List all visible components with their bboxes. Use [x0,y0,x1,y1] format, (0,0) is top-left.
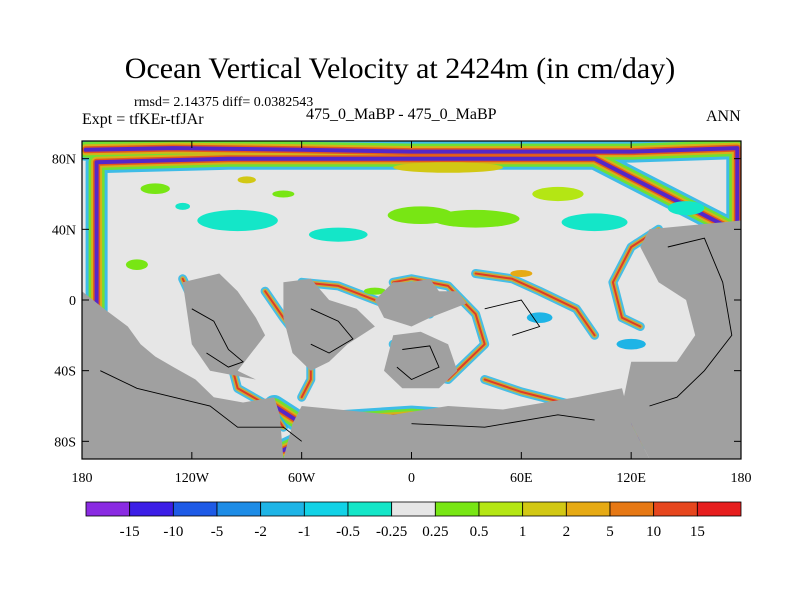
anomaly-patch [308,227,368,242]
land-mass [374,278,467,327]
x-tick-label: 120E [616,471,646,486]
anomaly-patch [197,209,278,232]
colorbar-label: -5 [211,524,224,540]
y-axis: 80N 40N 0 40S 80S [52,153,741,450]
coastline [310,308,354,354]
anomaly-patch [561,213,628,232]
x-axis: 180 120W 60W 0 60E 120E 180 [72,141,752,486]
anomaly-patch [616,338,646,350]
colorbar-label: 10 [646,524,661,540]
colorbar-label: 1 [519,524,527,540]
coastline [411,414,595,428]
colorbar-label: 0.5 [470,524,489,540]
colorbar-swatch [565,501,611,517]
land-mass [82,291,284,459]
y-tick-label: 80N [52,153,76,168]
coastline [100,370,302,442]
anomaly-patch [125,259,148,270]
colorbar-swatch [522,501,567,517]
land-mass [622,220,741,459]
x-tick-label: 60W [288,471,316,486]
coastline [649,237,733,407]
colorbar-swatch [172,501,218,517]
colorbar: -15 -10 -5 -2 -1 -0.5 -0.25 0.25 0.5 1 2 5 10 15 [85,501,742,540]
x-tick-label: 60E [510,471,533,486]
anomaly-band [474,272,596,337]
anomaly-band [611,228,660,328]
anomaly-patch [393,162,504,173]
colorbar-label: 0.25 [422,524,448,540]
season-annotation: ANN [706,108,741,125]
colorbar-swatch [653,501,698,517]
x-tick-label: 0 [408,471,415,486]
stats-annotation: rmsd= 2.14375 diff= 0.0382543 [134,95,314,110]
case-annotation: 475_0_MaBP - 475_0_MaBP [306,106,497,123]
x-tick-label: 120W [175,471,210,486]
colorbar-label: -0.25 [376,524,407,540]
x-tick-label: 180 [72,471,93,486]
colorbar-swatch [609,501,655,517]
coastline [191,308,244,368]
y-tick-label: 40N [52,223,76,238]
colorbar-label: 2 [563,524,571,540]
map-area [81,140,742,460]
anomaly-patch [140,183,170,194]
anomaly-patch [237,176,256,184]
anomaly-patch [363,287,386,295]
colorbar-swatch [85,501,131,517]
anomaly-patch [532,186,584,202]
colorbar-swatch [129,501,174,517]
anomaly-patch [510,269,533,278]
x-tick-label: 180 [731,471,752,486]
colorbar-label: -0.5 [336,524,360,540]
colorbar-swatch [391,501,436,517]
anomaly-patch [272,190,295,198]
colorbar-label: -2 [254,524,267,540]
y-tick-label: 40S [54,365,76,380]
colorbar-label: -1 [298,524,311,540]
experiment-annotation: Expt = tfKEr-tfJAr [82,111,204,128]
colorbar-label: -15 [120,524,140,540]
land-mass [384,331,458,389]
colorbar-label: 5 [606,524,614,540]
land-mass [283,388,650,459]
colorbar-swatch [478,501,524,517]
y-tick-label: 80S [54,435,76,450]
land-mass [182,273,266,380]
y-tick-label: 0 [69,294,76,309]
colorbar-swatch [434,501,480,517]
coastline [484,299,541,336]
anomaly-patch [431,209,520,228]
colorbar-swatch [696,501,742,517]
land-mass [283,278,375,371]
colorbar-label: -10 [163,524,183,540]
anomaly-patch [526,312,553,323]
anomaly-patch [667,201,705,216]
anomaly-patch [175,202,191,210]
coastline [396,345,440,381]
chart-title: Ocean Vertical Velocity at 2424m (in cm/… [124,52,676,85]
colorbar-swatch [260,501,305,517]
colorbar-label: 15 [690,524,705,540]
colorbar-swatch [216,501,262,517]
colorbar-swatch [347,501,393,517]
colorbar-swatch [303,501,349,517]
